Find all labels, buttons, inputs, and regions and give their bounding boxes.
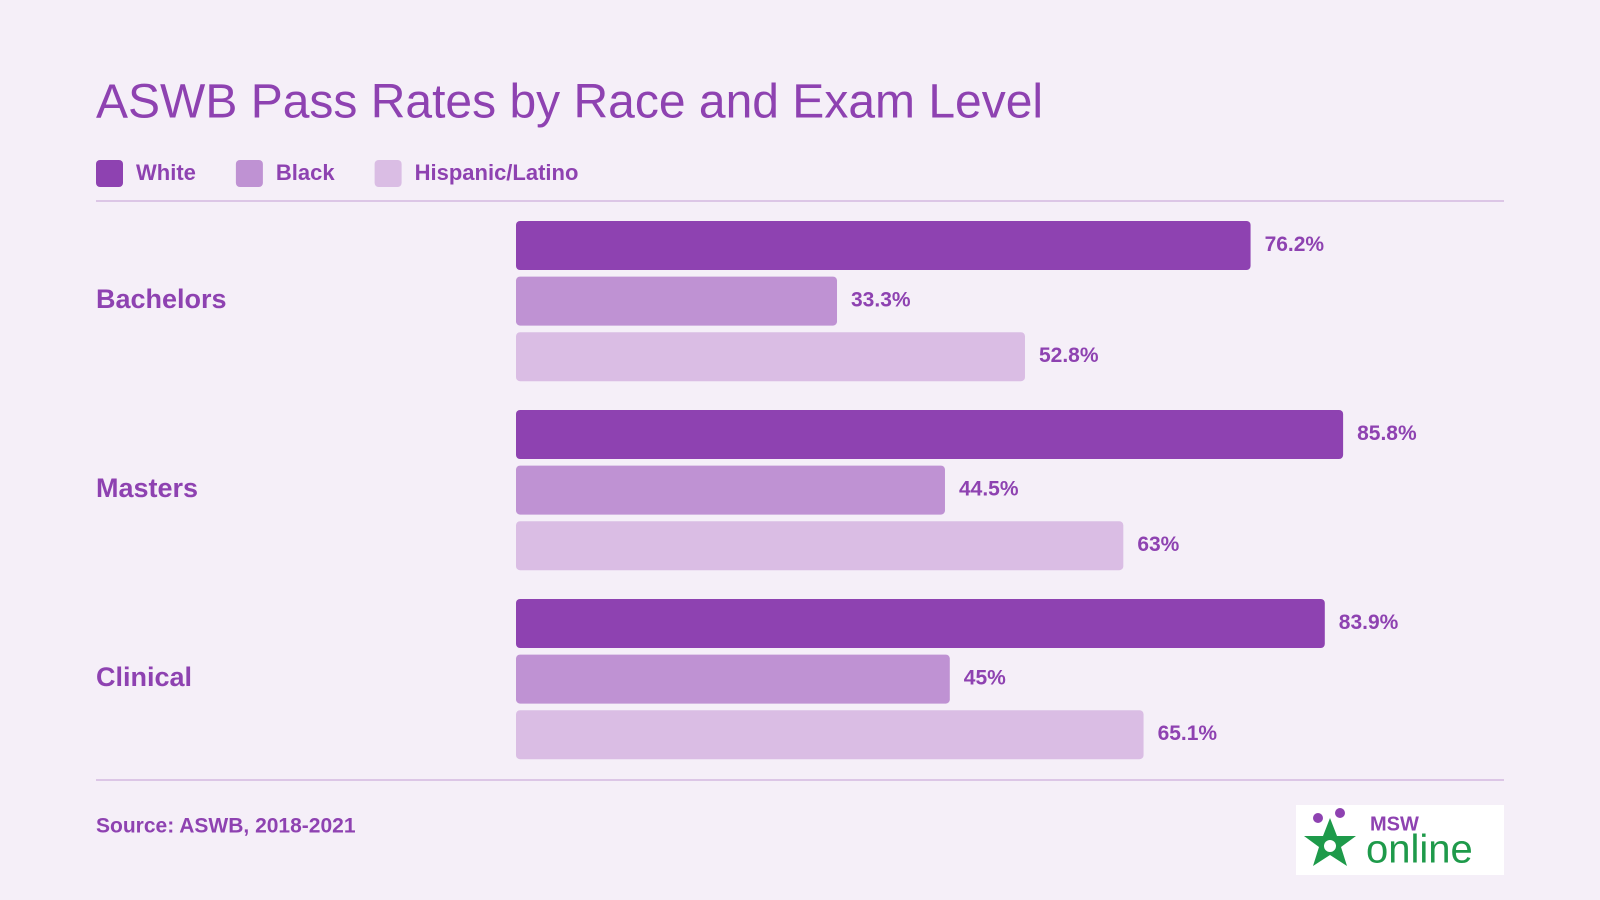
- logo-figure: [1313, 813, 1323, 823]
- bar: [516, 410, 1344, 459]
- legend-swatch: [96, 160, 123, 187]
- bar: [516, 599, 1325, 648]
- value-label: 85.8%: [1357, 422, 1417, 445]
- legend-label: White: [136, 160, 196, 185]
- category-label: Clinical: [96, 662, 192, 692]
- legend-swatch: [374, 160, 402, 187]
- chart-title: ASWB Pass Rates by Race and Exam Level: [96, 76, 1043, 129]
- bar: [516, 221, 1251, 270]
- value-label: 52.8%: [1039, 344, 1099, 367]
- bar: [516, 521, 1124, 571]
- legend-swatch: [235, 160, 263, 187]
- bar: [516, 332, 1025, 382]
- value-label: 63%: [1137, 533, 1179, 556]
- logo-bottom: online: [1366, 828, 1473, 872]
- bar: [516, 654, 950, 704]
- logo-top: MSW: [1370, 813, 1419, 835]
- source: Source: ASWB, 2018-2021: [96, 815, 356, 838]
- value-label: 45%: [964, 667, 1006, 690]
- value-label: 33.3%: [851, 289, 911, 312]
- value-label: 65.1%: [1158, 722, 1218, 745]
- bar: [516, 276, 838, 326]
- legend-label: Black: [276, 160, 335, 185]
- category-label: Masters: [96, 473, 198, 503]
- category-label: Bachelors: [96, 284, 227, 314]
- value-label: 44.5%: [959, 478, 1019, 501]
- logo-figure: [1335, 808, 1345, 818]
- logo: MSW online: [1296, 805, 1504, 875]
- legend-label: Hispanic/Latino: [415, 160, 579, 185]
- value-label: 83.9%: [1339, 611, 1399, 634]
- value-label: 76.2%: [1265, 233, 1325, 256]
- bar: [516, 710, 1144, 760]
- logo-dot: [1324, 840, 1336, 852]
- bar: [516, 465, 945, 515]
